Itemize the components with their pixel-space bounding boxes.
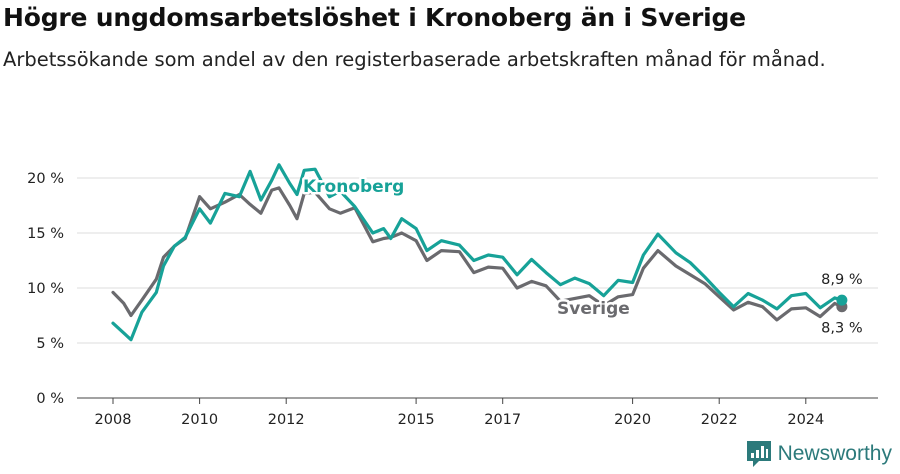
series-group	[111, 163, 848, 342]
chart-subtitle: Arbetssökande som andel av den registerb…	[3, 48, 826, 71]
y-tick-label: 15 %	[27, 226, 64, 242]
y-tick-label: 10 %	[27, 281, 64, 297]
brand: Newsworthy	[746, 441, 892, 467]
x-tick-label: 2015	[398, 412, 435, 428]
end-label-sverige: 8,3 %	[821, 321, 862, 337]
y-tick-label: 20 %	[27, 171, 64, 187]
series-line-kronoberg	[111, 163, 844, 342]
x-tick-label: 2017	[484, 412, 521, 428]
series-labels: Kronoberg Sverige 8,9 % 8,3 %	[301, 175, 863, 337]
y-tick-label: 0 %	[36, 391, 64, 407]
series-label-kronoberg: Kronoberg	[303, 177, 404, 197]
x-tick-label: 2012	[268, 412, 305, 428]
x-tick-label: 2008	[95, 412, 132, 428]
x-tick-label: 2022	[701, 412, 738, 428]
brand-name: Newsworthy	[777, 442, 892, 465]
chart-title: Högre ungdomsarbetslöshet i Kronoberg än…	[3, 3, 746, 32]
x-tick-label: 2024	[787, 412, 824, 428]
y-axis: 0 % 5 % 10 % 15 % 20 %	[27, 171, 64, 407]
end-point-kronoberg	[836, 294, 848, 306]
end-label-kronoberg: 8,9 %	[821, 272, 862, 288]
series-label-sverige: Sverige	[557, 299, 630, 319]
y-tick-label: 5 %	[36, 336, 64, 352]
x-tick-label: 2010	[181, 412, 218, 428]
bar-chart-icon	[746, 441, 771, 467]
grid-lines	[77, 177, 878, 399]
x-tick-label: 2020	[614, 412, 651, 428]
x-axis: 2008 2010 2012 2015 2017 2020 2022 2024	[95, 398, 824, 428]
series-line-sverige	[111, 186, 844, 322]
